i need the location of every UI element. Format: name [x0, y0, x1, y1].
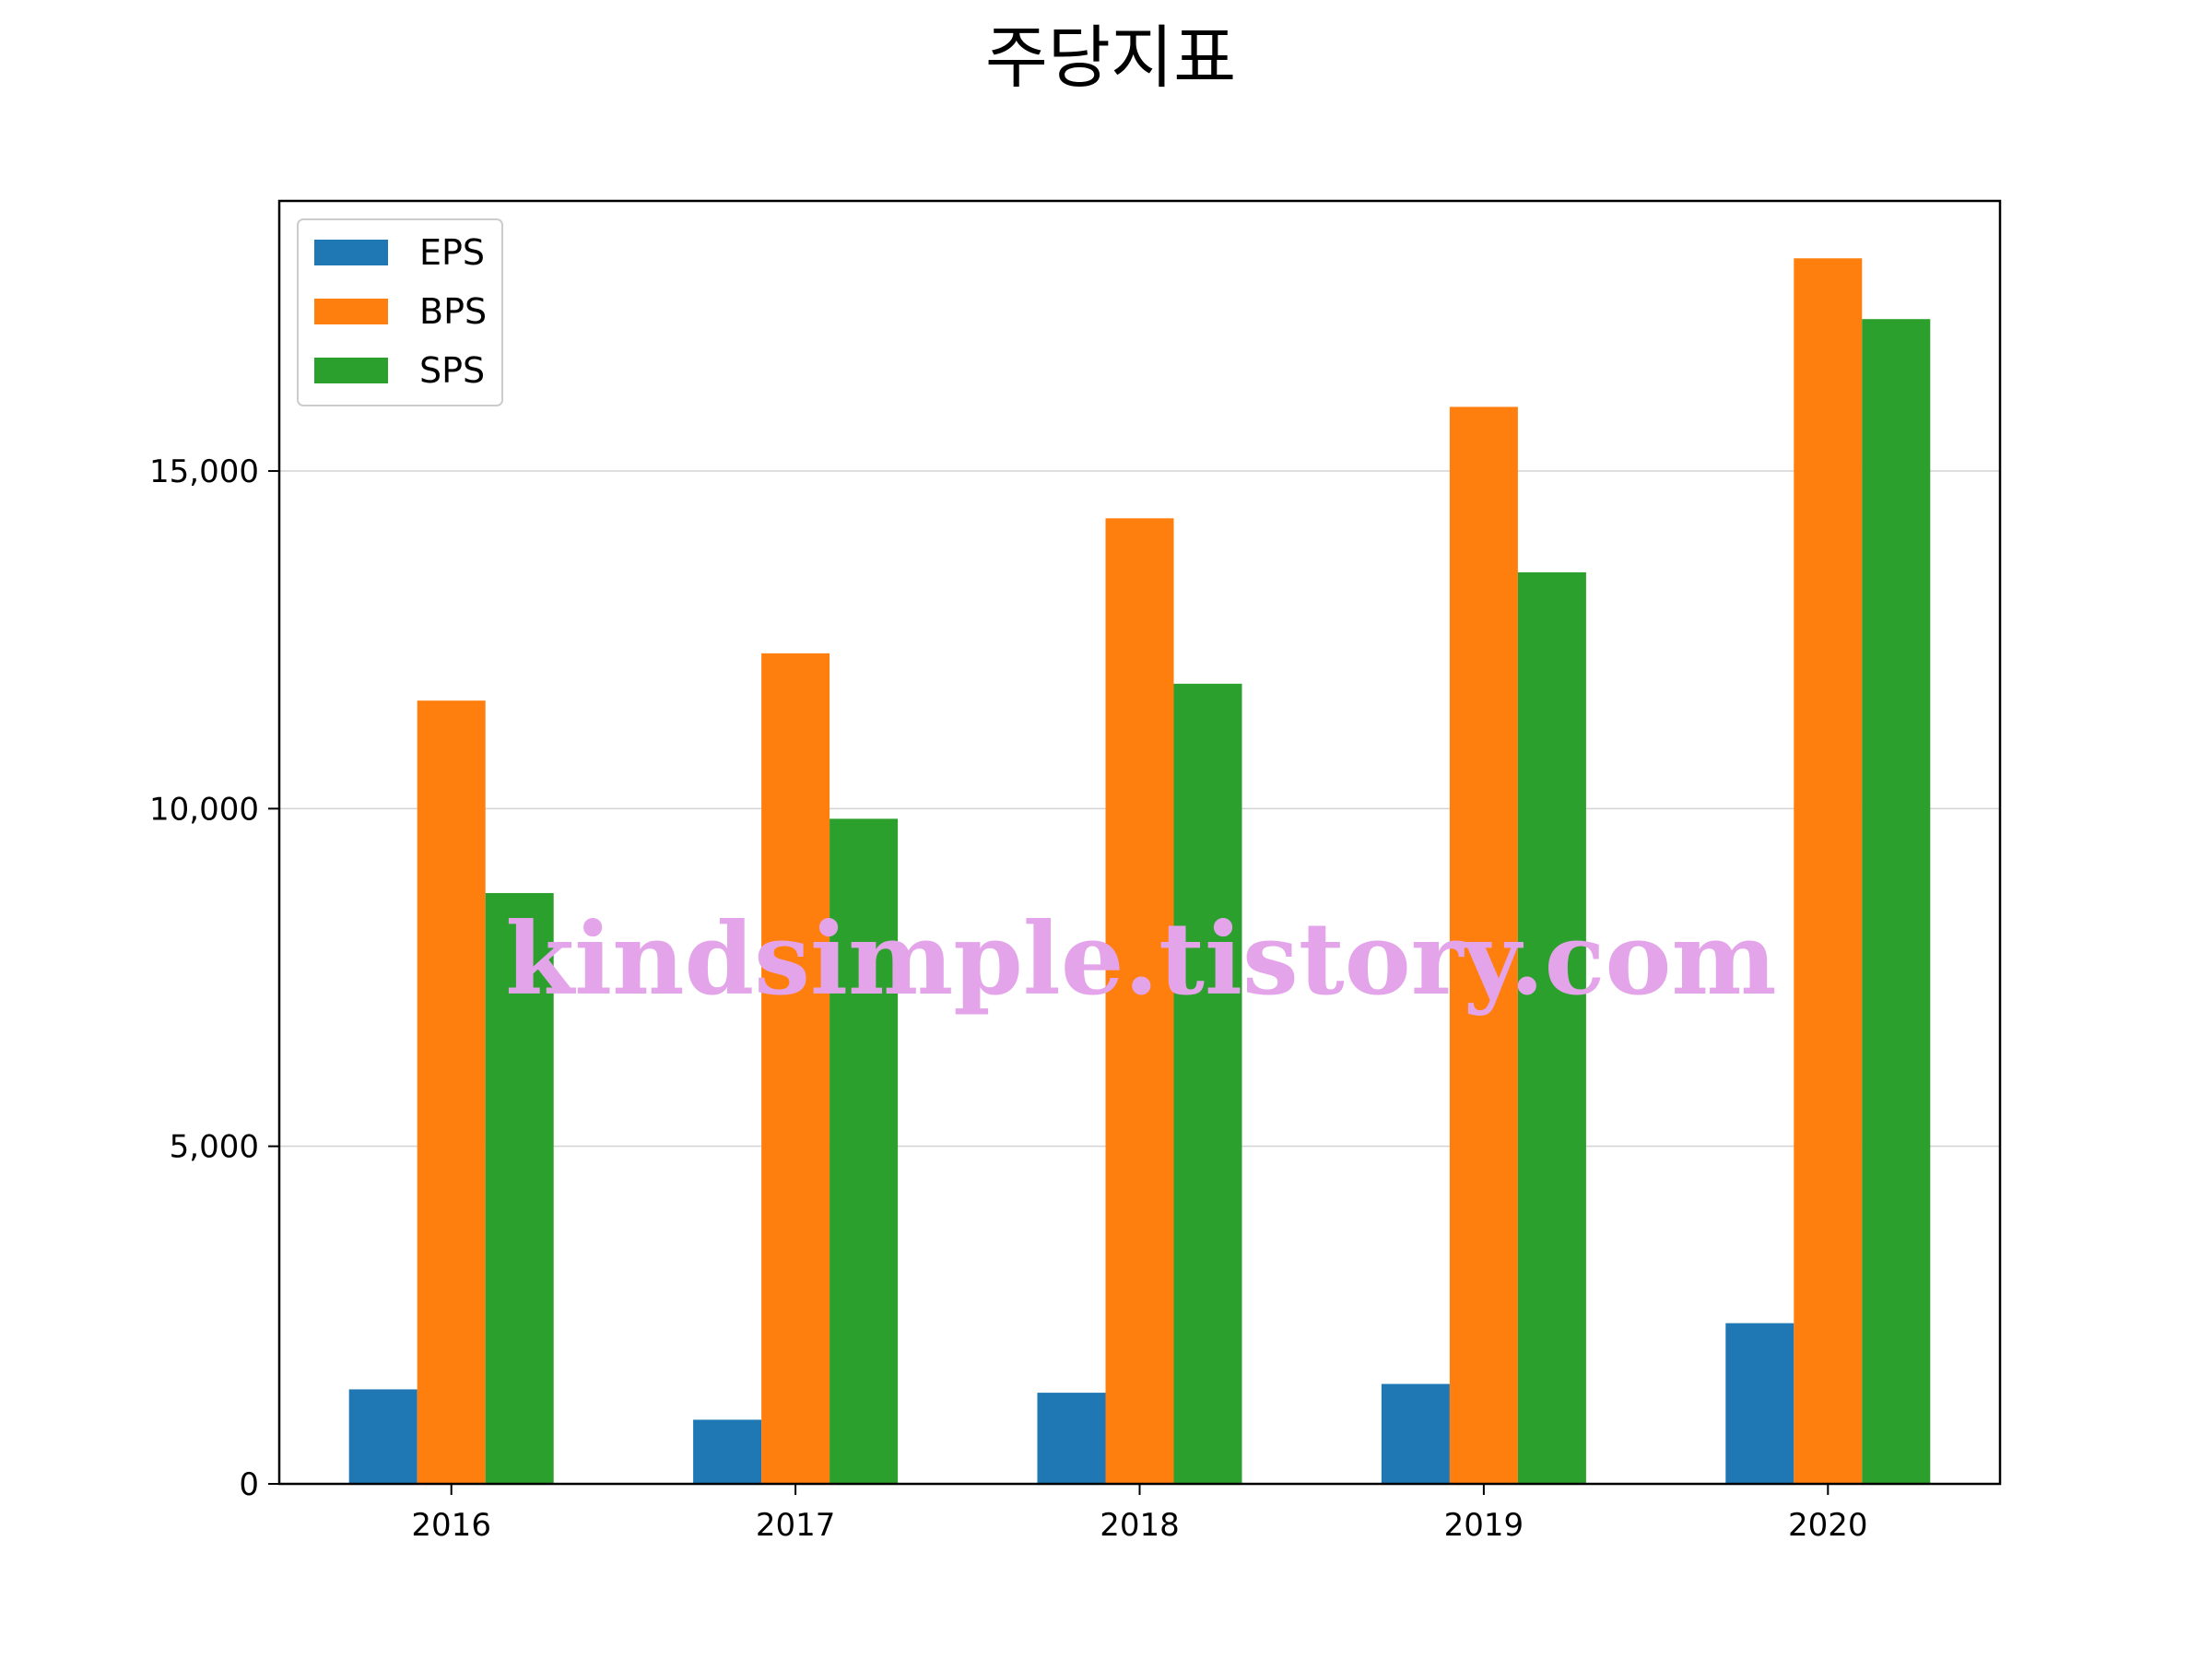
- y-tick-label: 10,000: [149, 791, 259, 828]
- legend-label-eps: EPS: [419, 232, 485, 273]
- legend-label-sps: SPS: [419, 350, 485, 391]
- y-tick-label: 15,000: [149, 453, 259, 490]
- bar-eps-2020: [1725, 1323, 1794, 1484]
- legend-swatch-bps: [314, 299, 388, 324]
- x-tick-label: 2017: [756, 1507, 836, 1544]
- legend-swatch-eps: [314, 240, 388, 265]
- bar-bps-2019: [1449, 406, 1518, 1484]
- bar-eps-2018: [1037, 1393, 1106, 1484]
- bar-bps-2020: [1794, 258, 1863, 1484]
- y-tick-label: 5,000: [170, 1129, 259, 1166]
- x-tick-label: 2020: [1788, 1507, 1868, 1544]
- x-tick-label: 2019: [1444, 1507, 1524, 1544]
- bar-eps-2017: [693, 1419, 762, 1484]
- bar-bps-2018: [1105, 518, 1174, 1484]
- bar-sps-2018: [1173, 683, 1242, 1484]
- bar-sps-2017: [830, 818, 899, 1484]
- legend: EPS BPS SPS: [297, 218, 503, 406]
- chart-title: 주당지표: [985, 18, 1236, 98]
- x-tick-label: 2018: [1100, 1507, 1180, 1544]
- bars-layer: [348, 258, 1931, 1484]
- bar-eps-2016: [348, 1389, 418, 1484]
- bar-sps-2019: [1517, 571, 1586, 1484]
- x-tick-label: 2016: [411, 1507, 491, 1544]
- bar-sps-2020: [1862, 319, 1931, 1484]
- legend-swatch-sps: [314, 358, 388, 383]
- y-tick-label: 0: [239, 1466, 259, 1503]
- bar-sps-2016: [485, 892, 554, 1484]
- bar-bps-2017: [761, 653, 830, 1484]
- legend-label-bps: BPS: [419, 291, 487, 332]
- bar-eps-2019: [1381, 1383, 1450, 1484]
- watermark: kindsimple.tistory.com: [505, 901, 1776, 1018]
- ticks-layer: 0 5,000 10,000 15,000 2016 2017 2018 2019 2020: [149, 453, 1868, 1544]
- bar-bps-2016: [417, 700, 486, 1484]
